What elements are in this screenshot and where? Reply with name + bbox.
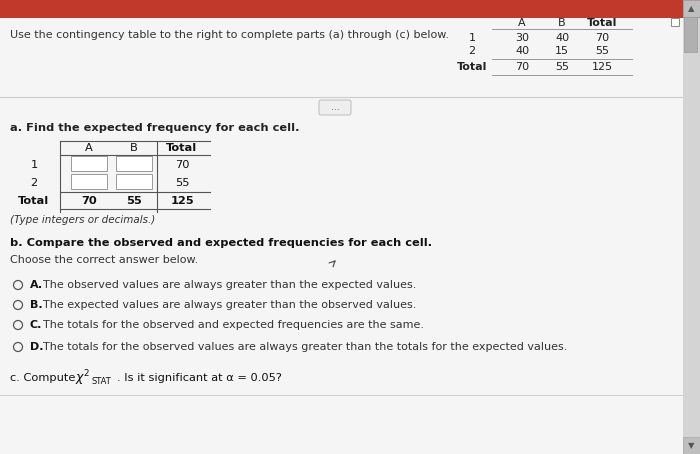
Text: ▲: ▲: [688, 4, 694, 13]
Text: Total: Total: [587, 18, 617, 28]
Text: 1: 1: [30, 160, 38, 170]
Text: 15: 15: [555, 46, 569, 56]
Text: 30: 30: [515, 33, 529, 43]
Text: c. Compute: c. Compute: [10, 373, 79, 383]
Text: 70: 70: [175, 160, 189, 170]
FancyBboxPatch shape: [683, 437, 700, 454]
Text: A: A: [518, 18, 526, 28]
Text: B: B: [558, 18, 566, 28]
Text: b. Compare the observed and expected frequencies for each cell.: b. Compare the observed and expected fre…: [10, 238, 432, 248]
Text: (Type integers or decimals.): (Type integers or decimals.): [10, 215, 155, 225]
Text: D.: D.: [30, 342, 43, 352]
FancyBboxPatch shape: [116, 156, 152, 171]
Text: B: B: [130, 143, 138, 153]
Text: 70: 70: [595, 33, 609, 43]
Text: 55: 55: [555, 62, 569, 72]
FancyBboxPatch shape: [0, 0, 700, 18]
FancyBboxPatch shape: [71, 174, 107, 189]
Text: 55: 55: [126, 196, 142, 206]
FancyBboxPatch shape: [116, 174, 152, 189]
Text: . Is it significant at α = 0.05?: . Is it significant at α = 0.05?: [117, 373, 282, 383]
Text: Total: Total: [167, 143, 197, 153]
Text: 70: 70: [515, 62, 529, 72]
Text: $\chi^2$: $\chi^2$: [75, 368, 90, 388]
Text: The totals for the observed values are always greater than the totals for the ex: The totals for the observed values are a…: [43, 342, 568, 352]
FancyBboxPatch shape: [71, 156, 107, 171]
FancyBboxPatch shape: [319, 100, 351, 115]
Text: ▼: ▼: [688, 441, 694, 450]
Text: The totals for the observed and expected frequencies are the same.: The totals for the observed and expected…: [43, 320, 424, 330]
Text: 40: 40: [515, 46, 529, 56]
Text: The observed values are always greater than the expected values.: The observed values are always greater t…: [43, 280, 416, 290]
Text: C.: C.: [30, 320, 43, 330]
Text: 55: 55: [175, 178, 189, 188]
Text: B.: B.: [30, 300, 43, 310]
Text: The expected values are always greater than the observed values.: The expected values are always greater t…: [43, 300, 416, 310]
Text: 40: 40: [555, 33, 569, 43]
Text: a. Find the expected frequency for each cell.: a. Find the expected frequency for each …: [10, 123, 300, 133]
Text: Use the contingency table to the right to complete parts (a) through (c) below.: Use the contingency table to the right t…: [10, 30, 449, 40]
Text: Choose the correct answer below.: Choose the correct answer below.: [10, 255, 198, 265]
Text: 125: 125: [592, 62, 612, 72]
Text: 2: 2: [30, 178, 38, 188]
Text: Total: Total: [457, 62, 487, 72]
FancyBboxPatch shape: [683, 0, 700, 17]
Text: Total: Total: [18, 196, 50, 206]
Text: 1: 1: [468, 33, 475, 43]
Text: 2: 2: [468, 46, 475, 56]
Text: STAT: STAT: [91, 377, 111, 386]
FancyBboxPatch shape: [684, 17, 697, 52]
Text: A: A: [85, 143, 93, 153]
Text: 70: 70: [81, 196, 97, 206]
FancyBboxPatch shape: [683, 0, 700, 454]
Text: ...: ...: [330, 103, 340, 112]
Text: A.: A.: [30, 280, 43, 290]
Text: 55: 55: [595, 46, 609, 56]
FancyBboxPatch shape: [671, 18, 679, 26]
Text: 125: 125: [170, 196, 194, 206]
